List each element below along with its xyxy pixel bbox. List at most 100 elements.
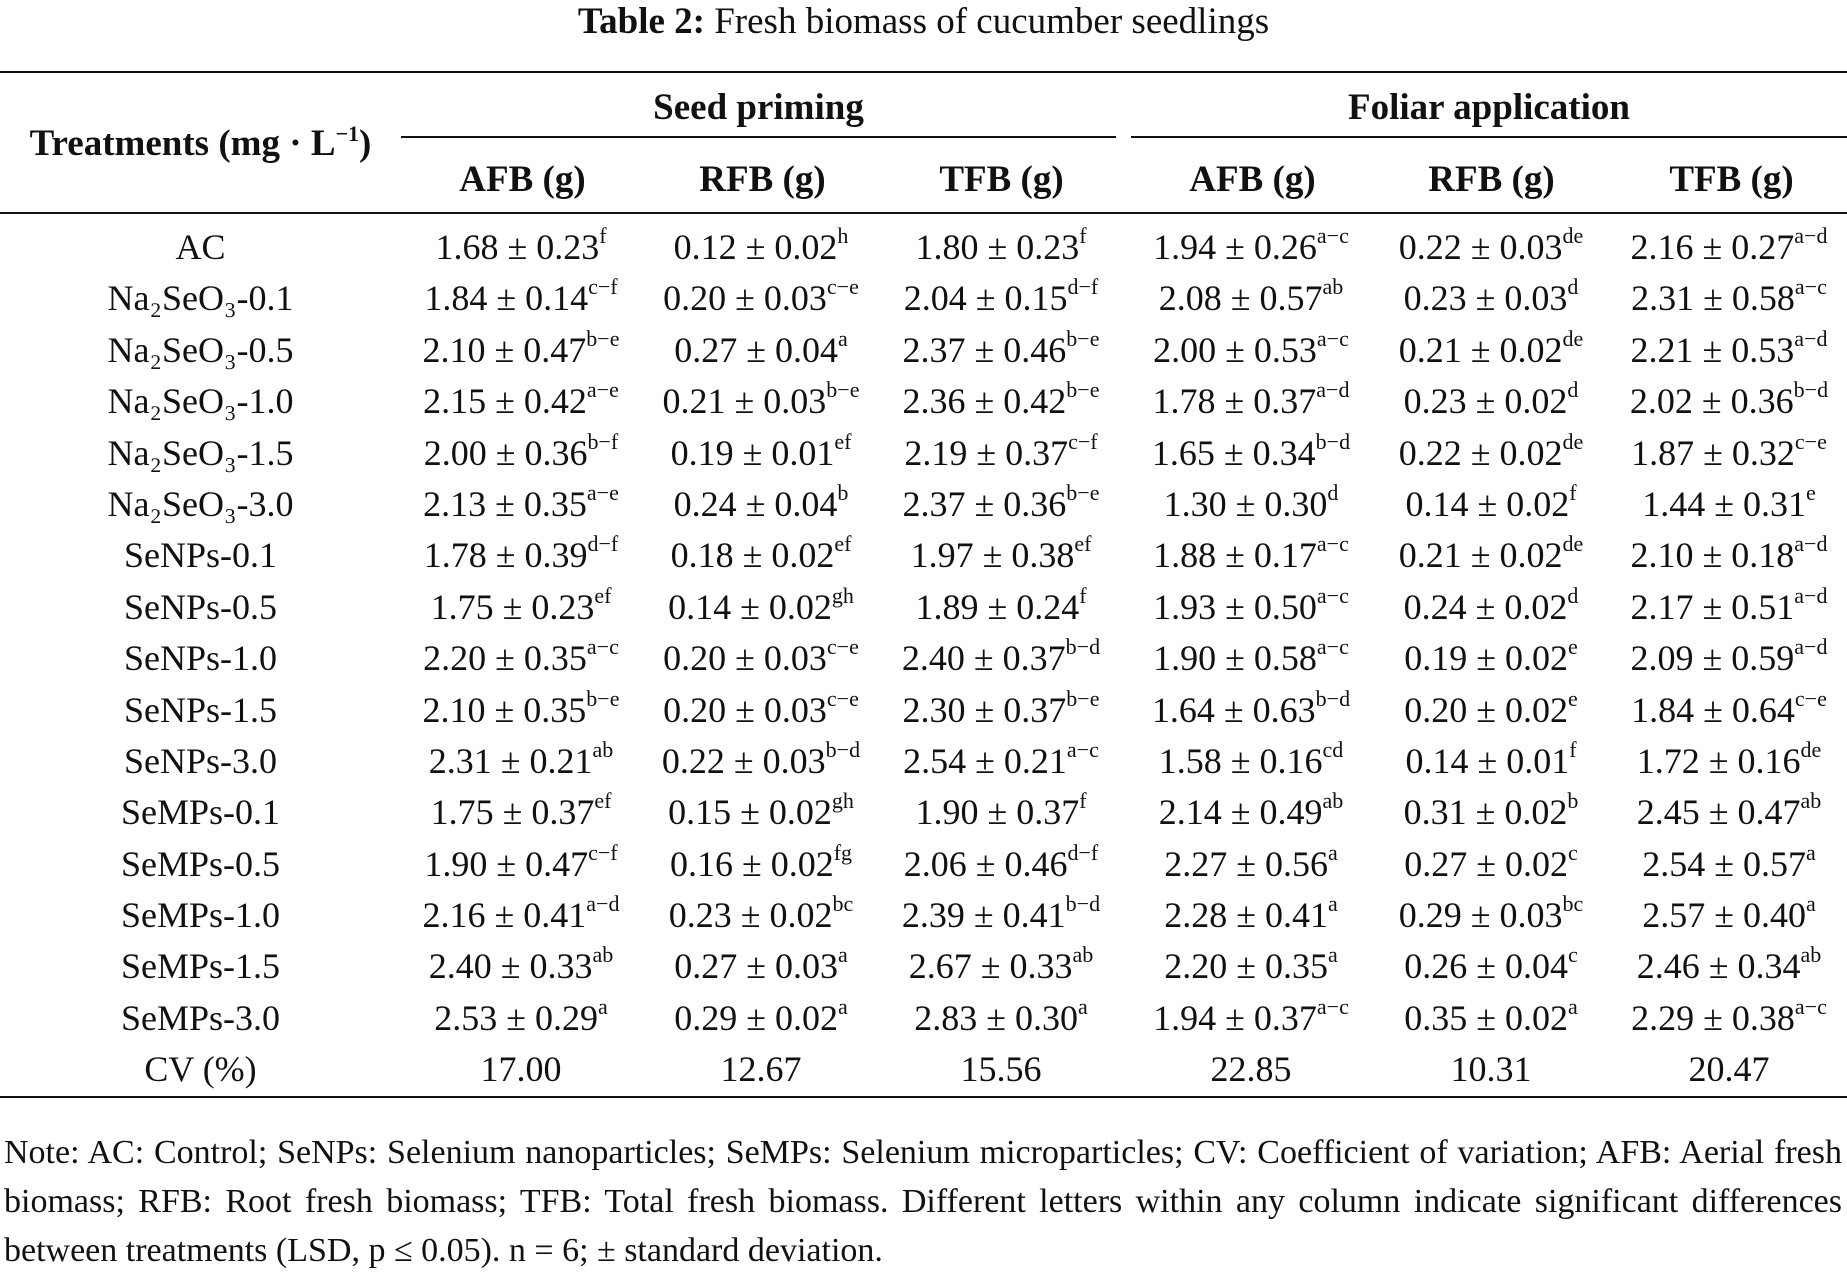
- value-cell: 2.10 ± 0.47b−e: [400, 325, 643, 376]
- treatment-cell: SeNPs-3.0: [123, 740, 278, 781]
- significance-letters: b−e: [826, 377, 860, 403]
- value-cell: 2.13 ± 0.35a−e: [400, 479, 643, 530]
- significance-letters: ab: [592, 736, 614, 762]
- cell-value: 2.15 ± 0.42: [423, 381, 587, 422]
- table-row: SeNPs-0.5 1.75 ± 0.23ef 0.14 ± 0.02gh 1.89 …: [0, 582, 1847, 633]
- table-row: SeMPs-0.1 1.75 ± 0.37ef 0.15 ± 0.02gh 1.90 …: [0, 787, 1847, 838]
- significance-letters: ef: [594, 582, 612, 608]
- cell-value: 1.64 ± 0.63: [1151, 689, 1316, 730]
- value-cell: 2.54 ± 0.57a: [1608, 839, 1847, 890]
- cell-value: 1.87 ± 0.32: [1631, 432, 1795, 473]
- cell-value: 0.19 ± 0.02: [1404, 638, 1568, 679]
- value-cell: 0.22 ± 0.02de: [1370, 428, 1613, 479]
- column-header: AFB (g): [459, 159, 586, 200]
- cell-value: 2.40 ± 0.33: [428, 946, 593, 987]
- treatment-cell: SeNPs-0.5: [123, 586, 278, 627]
- table-row: SeMPs-1.5 2.40 ± 0.33ab 0.27 ± 0.03a 2.67 ±…: [0, 941, 1847, 992]
- cell-value: 0.26 ± 0.04: [1404, 946, 1568, 987]
- column-header: AFB (g): [1189, 159, 1316, 200]
- value-cell: 1.87 ± 0.32c−e: [1608, 428, 1847, 479]
- cell-value: 2.36 ± 0.42: [902, 381, 1067, 422]
- value-cell: 1.93 ± 0.50a−c: [1130, 582, 1373, 633]
- value-cell: 1.94 ± 0.26a−c: [1130, 222, 1373, 273]
- significance-letters: b−d: [1315, 685, 1351, 711]
- significance-letters: f: [1079, 223, 1087, 248]
- cell-value: 2.13 ± 0.35: [423, 483, 587, 524]
- table-row: SeNPs-1.5 2.10 ± 0.35b−e 0.20 ± 0.03c−e 2.3…: [0, 685, 1847, 736]
- cell-value: 1.94 ± 0.37: [1153, 997, 1317, 1038]
- cell-value: 1.93 ± 0.50: [1153, 586, 1317, 627]
- value-cell: 2.06 ± 0.46d−f: [880, 839, 1123, 890]
- cell-value: 2.00 ± 0.36: [423, 432, 588, 473]
- value-cell: 0.23 ± 0.02d: [1370, 376, 1613, 427]
- value-cell: 2.21 ± 0.53a−d: [1608, 325, 1847, 376]
- table-row: Na₂SeO₃-1.5 2.00 ± 0.36b−f 0.19 ± 0.01ef 2.…: [0, 428, 1847, 479]
- significance-letters: b−d: [825, 736, 861, 762]
- significance-letters: d−f: [587, 531, 619, 557]
- header-rule: [0, 212, 1847, 214]
- significance-letters: a−d: [1316, 377, 1350, 403]
- significance-letters: a−d: [586, 891, 620, 917]
- cell-value: 0.24 ± 0.02: [1403, 586, 1568, 627]
- value-cell: 1.80 ± 0.23f: [880, 222, 1123, 273]
- significance-letters: a: [1328, 891, 1338, 917]
- value-cell: 1.58 ± 0.16cd: [1130, 736, 1373, 787]
- significance-letters: b−d: [1065, 634, 1101, 660]
- cell-value: 20.47: [1688, 1049, 1770, 1090]
- value-cell: 2.02 ± 0.36b−d: [1608, 376, 1847, 427]
- significance-letters: f: [599, 223, 607, 248]
- value-cell: 0.23 ± 0.03d: [1370, 273, 1613, 324]
- significance-letters: c−f: [1068, 428, 1098, 454]
- value-cell: 0.18 ± 0.02ef: [640, 530, 883, 581]
- significance-letters: de: [1800, 736, 1822, 762]
- value-cell: 1.89 ± 0.24f: [880, 582, 1123, 633]
- group-rule-seed-priming: [401, 136, 1116, 138]
- cell-value: 17.00: [480, 1049, 562, 1090]
- value-cell: 15.56: [880, 1044, 1123, 1095]
- cell-value: 0.19 ± 0.01: [670, 432, 835, 473]
- significance-letters: a−c: [1316, 325, 1349, 351]
- significance-letters: e: [1806, 479, 1816, 505]
- treatment-cell: SeMPs-3.0: [120, 997, 281, 1038]
- cell-value: 0.16 ± 0.02: [669, 843, 834, 884]
- cell-value: 15.56: [960, 1049, 1042, 1090]
- cell-value: 0.22 ± 0.03: [1398, 227, 1563, 267]
- table-row: Na₂SeO₃-1.0 2.15 ± 0.42a−e 0.21 ± 0.03b−e 2…: [0, 376, 1847, 427]
- significance-letters: a−d: [1794, 634, 1828, 660]
- value-cell: 1.88 ± 0.17a−c: [1130, 530, 1373, 581]
- table-row: SeNPs-3.0 2.31 ± 0.21ab 0.22 ± 0.03b−d 2.54…: [0, 736, 1847, 787]
- significance-letters: b−e: [1066, 325, 1100, 351]
- significance-letters: a−d: [1794, 582, 1828, 608]
- significance-letters: bc: [832, 891, 854, 917]
- significance-letters: b: [1567, 788, 1579, 814]
- significance-letters: a: [598, 993, 608, 1019]
- value-cell: 0.23 ± 0.02bc: [640, 890, 883, 941]
- cell-value: 2.10 ± 0.47: [422, 329, 587, 370]
- cell-value: 2.27 ± 0.56: [1164, 843, 1328, 884]
- cell-value: 2.54 ± 0.57: [1642, 843, 1806, 884]
- cell-value: 2.19 ± 0.37: [904, 432, 1069, 473]
- value-cell: 1.97 ± 0.38ef: [880, 530, 1123, 581]
- significance-letters: gh: [831, 582, 854, 608]
- value-cell: 0.19 ± 0.02e: [1370, 633, 1613, 684]
- cell-value: 1.78 ± 0.37: [1152, 381, 1317, 422]
- cell-value: 2.39 ± 0.41: [901, 895, 1066, 936]
- cell-value: 1.80 ± 0.23: [915, 227, 1080, 267]
- value-cell: 22.85: [1130, 1044, 1373, 1095]
- treatments-header-label: Treatments (mg · L: [29, 123, 336, 164]
- significance-letters: a: [1328, 942, 1338, 968]
- value-cell: 2.08 ± 0.57ab: [1130, 273, 1373, 324]
- cell-value: 2.20 ± 0.35: [1164, 946, 1328, 987]
- cell-value: 2.46 ± 0.34: [1636, 946, 1801, 987]
- significance-letters: ef: [1074, 531, 1092, 557]
- value-cell: 0.35 ± 0.02a: [1370, 993, 1613, 1044]
- value-cell: 0.16 ± 0.02fg: [640, 839, 883, 890]
- treatments-header-close: ): [359, 123, 372, 164]
- value-cell: 2.00 ± 0.36b−f: [400, 428, 643, 479]
- value-cell: 2.83 ± 0.30a: [880, 993, 1123, 1044]
- value-cell: 2.36 ± 0.42b−e: [880, 376, 1123, 427]
- cell-value: 1.30 ± 0.30: [1163, 483, 1328, 524]
- value-cell: 1.90 ± 0.58a−c: [1130, 633, 1373, 684]
- cell-value: 2.09 ± 0.59: [1630, 638, 1795, 679]
- significance-letters: c−e: [826, 274, 859, 300]
